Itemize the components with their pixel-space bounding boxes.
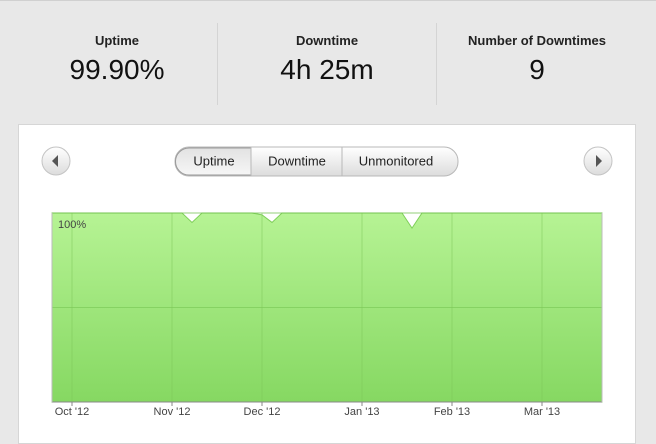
prev-button[interactable]: [41, 146, 71, 176]
separator: [436, 23, 437, 105]
y-tick-label: 100%: [58, 219, 86, 231]
tab[interactable]: Unmonitored: [359, 153, 433, 168]
x-tick-label: Oct '12: [55, 406, 90, 418]
chart: Uptime Downtime Unmonitored Oct '12 Nov '…: [41, 146, 613, 418]
x-tick-label: Mar '13: [524, 406, 560, 418]
tab[interactable]: Uptime: [193, 153, 234, 168]
x-tick-label: Jan '13: [344, 406, 379, 418]
x-tick-label: Feb '13: [434, 406, 470, 418]
stat-label: Number of Downtimes: [468, 33, 606, 48]
tab-selected[interactable]: [175, 147, 252, 176]
stat-value: 9: [529, 54, 545, 85]
stats-bar: Uptime 99.90% Downtime 4h 25m Number of …: [0, 0, 656, 106]
stat-label: Downtime: [295, 33, 359, 48]
stat: Downtime 4h 25m: [218, 23, 436, 105]
stat-label: Uptime: [94, 33, 140, 48]
tab[interactable]: Downtime: [268, 153, 326, 168]
separator: [217, 23, 218, 105]
x-tick-label: Dec '12: [244, 406, 281, 418]
stat: Number of Downtimes 9: [428, 23, 646, 105]
stat-value: 4h 25m: [280, 54, 374, 85]
stat: Uptime 99.90%: [8, 23, 226, 105]
x-tick-label: Nov '12: [154, 406, 191, 418]
stat-value: 99.90%: [69, 54, 165, 85]
next-button[interactable]: [583, 146, 613, 176]
